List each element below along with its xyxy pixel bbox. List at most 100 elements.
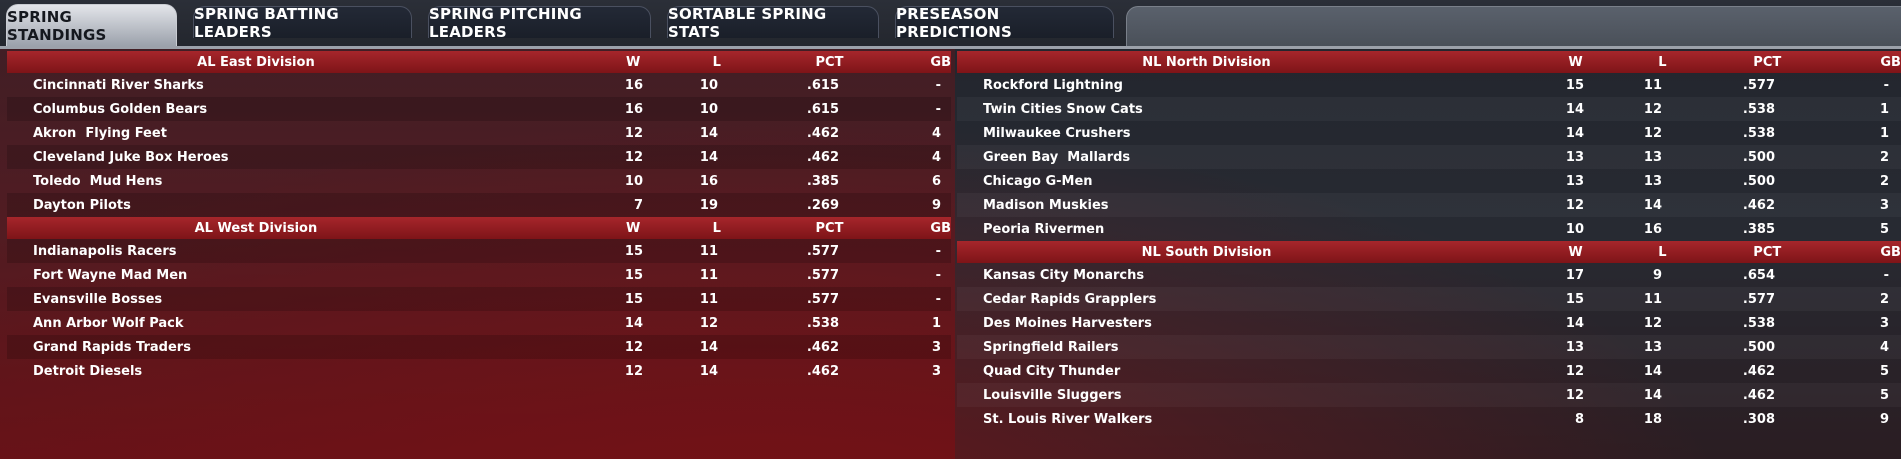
win-pct: .577 [806,291,839,307]
table-row[interactable]: Louisville Sluggers 12 14 .462 5 [957,383,1901,407]
table-row[interactable]: Cleveland Juke Box Heroes 12 14 .462 4 [7,145,951,169]
team-name[interactable]: Indianapolis Racers [33,243,177,259]
col-header-l[interactable]: L [712,54,721,70]
division-name: AL West Division [194,220,318,236]
team-name[interactable]: Evansville Bosses [33,291,163,307]
wins: 10 [1565,221,1584,237]
table-row[interactable]: Toledo Mud Hens 10 16 .385 6 [7,169,951,193]
team-name[interactable]: Louisville Sluggers [983,387,1122,403]
win-pct: .538 [1742,125,1775,141]
col-header-gb[interactable]: GB [1880,244,1901,260]
tab-spring-pitching-leaders[interactable]: SPRING PITCHING LEADERS [428,5,651,41]
table-row[interactable]: Springfield Railers 13 13 .500 4 [957,335,1901,359]
col-header-l[interactable]: L [1658,244,1667,260]
team-name[interactable]: Des Moines Harvesters [983,315,1152,331]
wins: 12 [1565,387,1584,403]
team-name[interactable]: Milwaukee Crushers [983,125,1131,141]
table-row[interactable]: Detroit Diesels 12 14 .462 3 [7,359,951,383]
team-name[interactable]: Grand Rapids Traders [33,339,191,355]
table-row[interactable]: St. Louis River Walkers 8 18 .308 9 [957,407,1901,431]
table-row[interactable]: Peoria Rivermen 10 16 .385 5 [957,217,1901,241]
tab-spring-batting-leaders[interactable]: SPRING BATTING LEADERS [193,5,412,41]
table-row[interactable]: Grand Rapids Traders 12 14 .462 3 [7,335,951,359]
team-name[interactable]: Green Bay Mallards [983,149,1131,165]
col-header-gb[interactable]: GB [1880,54,1901,70]
win-pct: .462 [1742,363,1775,379]
team-name[interactable]: Detroit Diesels [33,363,143,379]
team-name[interactable]: Quad City Thunder [983,363,1121,379]
col-header-w[interactable]: W [1568,54,1583,70]
team-name[interactable]: Twin Cities Snow Cats [983,101,1143,117]
table-row[interactable]: Des Moines Harvesters 14 12 .538 3 [957,311,1901,335]
table-row[interactable]: Evansville Bosses 15 11 .577 - [7,287,951,311]
wins: 15 [624,267,643,283]
table-row[interactable]: Madison Muskies 12 14 .462 3 [957,193,1901,217]
table-row[interactable]: Milwaukee Crushers 14 12 .538 1 [957,121,1901,145]
tab-preseason-predictions[interactable]: PRESEASON PREDICTIONS [895,5,1114,41]
division-name: NL South Division [1141,244,1272,260]
col-header-gb[interactable]: GB [930,220,951,236]
team-name[interactable]: Cincinnati River Sharks [33,77,204,93]
team-name[interactable]: Akron Flying Feet [33,125,167,141]
table-row[interactable]: Kansas City Monarchs 17 9 .654 - [957,263,1901,287]
games-back: 5 [1879,221,1889,237]
win-pct: .500 [1742,173,1775,189]
col-header-pct[interactable]: PCT [815,220,844,236]
table-row[interactable]: Dayton Pilots 7 19 .269 9 [7,193,951,217]
table-row[interactable]: Akron Flying Feet 12 14 .462 4 [7,121,951,145]
team-name[interactable]: Columbus Golden Bears [33,101,208,117]
wins: 15 [1565,77,1584,93]
division-header-al-east[interactable]: AL East Division W L PCT GB [7,51,951,73]
wins: 12 [624,125,643,141]
tab-spring-standings[interactable]: SPRING STANDINGS [6,4,177,46]
table-row[interactable]: Quad City Thunder 12 14 .462 5 [957,359,1901,383]
division-header-nl-north[interactable]: NL North Division W L PCT GB [957,51,1901,73]
team-name[interactable]: Dayton Pilots [33,197,131,213]
games-back: 1 [931,315,941,331]
team-name[interactable]: Rockford Lightning [983,77,1123,93]
losses: 18 [1643,411,1662,427]
team-name[interactable]: Springfield Railers [983,339,1119,355]
table-row[interactable]: Twin Cities Snow Cats 14 12 .538 1 [957,97,1901,121]
team-name[interactable]: Toledo Mud Hens [33,173,163,189]
table-row[interactable]: Indianapolis Racers 15 11 .577 - [7,239,951,263]
games-back: 4 [931,125,941,141]
col-header-l[interactable]: L [712,220,721,236]
win-pct: .577 [806,267,839,283]
team-name[interactable]: Chicago G-Men [983,173,1093,189]
games-back: 2 [1879,149,1889,165]
col-header-w[interactable]: W [625,220,641,236]
col-header-w[interactable]: W [625,54,641,70]
col-header-pct[interactable]: PCT [1753,244,1782,260]
col-header-pct[interactable]: PCT [815,54,844,70]
games-back: 2 [1879,291,1889,307]
table-row[interactable]: Cedar Rapids Grapplers 15 11 .577 2 [957,287,1901,311]
col-header-w[interactable]: W [1568,244,1583,260]
team-name[interactable]: Cedar Rapids Grapplers [983,291,1157,307]
table-row[interactable]: Columbus Golden Bears 16 10 .615 - [7,97,951,121]
col-header-gb[interactable]: GB [930,54,951,70]
division-header-nl-south[interactable]: NL South Division W L PCT GB [957,241,1901,263]
tab-bar: SPRING STANDINGS SPRING BATTING LEADERS … [0,0,1901,48]
col-header-l[interactable]: L [1658,54,1667,70]
team-name[interactable]: Madison Muskies [983,197,1109,213]
table-row[interactable]: Ann Arbor Wolf Pack 14 12 .538 1 [7,311,951,335]
wins: 16 [624,101,643,117]
team-name[interactable]: Kansas City Monarchs [983,267,1145,283]
team-name[interactable]: Peoria Rivermen [983,221,1105,237]
team-name[interactable]: Ann Arbor Wolf Pack [33,315,184,331]
tab-sortable-spring-stats[interactable]: SORTABLE SPRING STATS [667,5,879,41]
table-row[interactable]: Chicago G-Men 13 13 .500 2 [957,169,1901,193]
team-name[interactable]: Fort Wayne Mad Men [33,267,188,283]
losses: 16 [699,173,718,189]
games-back: - [935,243,941,259]
team-name[interactable]: Cleveland Juke Box Heroes [33,149,229,165]
division-header-al-west[interactable]: AL West Division W L PCT GB [7,217,951,239]
col-header-pct[interactable]: PCT [1753,54,1782,70]
table-row[interactable]: Rockford Lightning 15 11 .577 - [957,73,1901,97]
team-name[interactable]: St. Louis River Walkers [983,411,1153,427]
table-row[interactable]: Green Bay Mallards 13 13 .500 2 [957,145,1901,169]
table-row[interactable]: Fort Wayne Mad Men 15 11 .577 - [7,263,951,287]
table-row[interactable]: Cincinnati River Sharks 16 10 .615 - [7,73,951,97]
games-back: 2 [1879,173,1889,189]
